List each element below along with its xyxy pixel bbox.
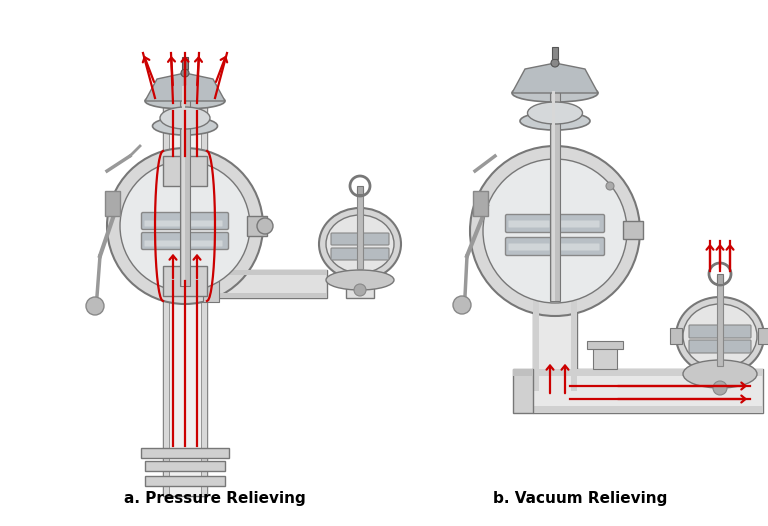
Bar: [163, 156, 207, 186]
Bar: [717, 274, 723, 284]
FancyBboxPatch shape: [141, 232, 229, 249]
Bar: [717, 276, 723, 366]
Ellipse shape: [145, 93, 225, 109]
Bar: [207, 293, 327, 298]
Bar: [670, 328, 682, 344]
Bar: [623, 221, 643, 239]
Bar: [552, 47, 558, 59]
FancyBboxPatch shape: [144, 220, 180, 227]
Bar: [587, 341, 623, 349]
Circle shape: [713, 381, 727, 395]
FancyBboxPatch shape: [144, 240, 180, 247]
Bar: [706, 334, 734, 369]
Bar: [201, 106, 207, 496]
Ellipse shape: [153, 117, 217, 135]
Bar: [346, 243, 374, 298]
Bar: [182, 57, 188, 69]
Bar: [207, 270, 327, 275]
Bar: [550, 91, 560, 301]
Ellipse shape: [528, 102, 582, 124]
Bar: [182, 86, 185, 286]
Bar: [593, 344, 617, 369]
Text: a. Pressure Relieving: a. Pressure Relieving: [124, 491, 306, 505]
FancyBboxPatch shape: [505, 238, 604, 256]
Circle shape: [551, 59, 559, 67]
Bar: [357, 189, 363, 269]
FancyBboxPatch shape: [689, 340, 751, 353]
Circle shape: [453, 296, 471, 314]
FancyBboxPatch shape: [689, 325, 751, 338]
Bar: [533, 406, 763, 413]
FancyBboxPatch shape: [558, 244, 600, 250]
FancyBboxPatch shape: [187, 220, 223, 227]
FancyBboxPatch shape: [187, 240, 223, 247]
Bar: [552, 91, 555, 301]
FancyBboxPatch shape: [508, 220, 549, 228]
Circle shape: [483, 159, 627, 303]
Circle shape: [354, 284, 366, 296]
Ellipse shape: [326, 270, 394, 290]
Ellipse shape: [160, 107, 210, 129]
FancyBboxPatch shape: [331, 248, 389, 260]
Bar: [513, 369, 533, 413]
Circle shape: [257, 218, 273, 234]
Bar: [473, 191, 488, 216]
Bar: [105, 191, 120, 216]
Bar: [145, 461, 225, 471]
Ellipse shape: [683, 360, 757, 388]
FancyBboxPatch shape: [141, 213, 229, 229]
Bar: [533, 279, 577, 413]
Bar: [533, 369, 763, 413]
Bar: [163, 106, 169, 496]
Bar: [141, 448, 229, 458]
Polygon shape: [145, 73, 225, 101]
Ellipse shape: [512, 84, 598, 102]
Bar: [145, 476, 225, 486]
Circle shape: [606, 182, 614, 190]
Circle shape: [470, 146, 640, 316]
Bar: [533, 301, 539, 391]
Circle shape: [181, 69, 189, 77]
Ellipse shape: [326, 215, 394, 273]
FancyBboxPatch shape: [508, 244, 549, 250]
Bar: [247, 216, 267, 236]
Bar: [533, 369, 763, 376]
Circle shape: [86, 297, 104, 315]
Bar: [163, 106, 207, 496]
Polygon shape: [512, 63, 598, 93]
Ellipse shape: [676, 297, 764, 375]
FancyBboxPatch shape: [558, 220, 600, 228]
Bar: [758, 328, 768, 344]
Circle shape: [107, 148, 263, 304]
Bar: [533, 301, 577, 391]
Bar: [203, 266, 219, 302]
Text: b. Vacuum Relieving: b. Vacuum Relieving: [493, 491, 667, 505]
Bar: [180, 86, 190, 286]
Circle shape: [120, 161, 250, 291]
Bar: [513, 369, 533, 376]
Ellipse shape: [319, 208, 401, 280]
Ellipse shape: [683, 304, 757, 368]
Bar: [357, 186, 363, 194]
Bar: [571, 301, 577, 391]
Ellipse shape: [520, 112, 590, 130]
FancyBboxPatch shape: [505, 215, 604, 232]
FancyBboxPatch shape: [331, 233, 389, 245]
Bar: [207, 270, 327, 298]
Bar: [163, 266, 207, 296]
